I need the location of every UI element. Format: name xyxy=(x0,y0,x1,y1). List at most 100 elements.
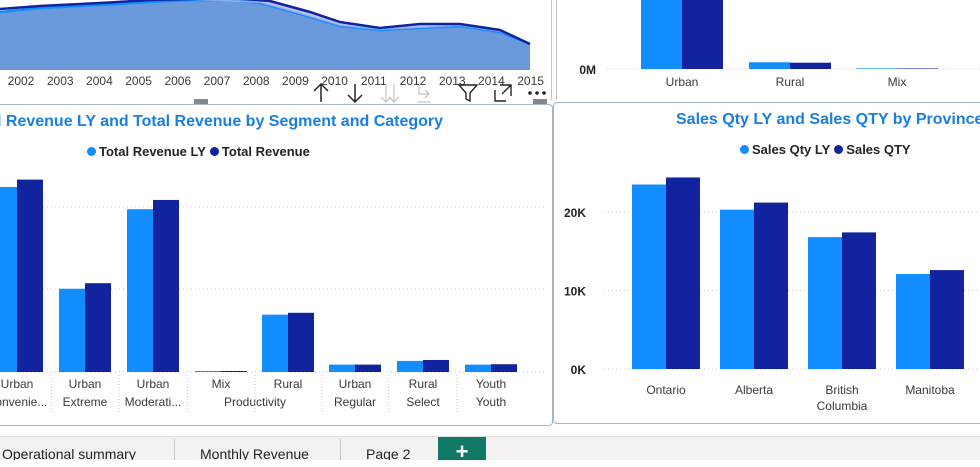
x-tick-label: Alberta xyxy=(735,383,773,397)
tab-monthly-revenue[interactable]: Monthly Revenue xyxy=(200,446,309,460)
x-tick-label: 2006 xyxy=(164,74,191,88)
tab-page-2[interactable]: Page 2 xyxy=(366,446,411,460)
bar[interactable] xyxy=(749,62,790,69)
bar[interactable] xyxy=(195,371,221,372)
legend-item-sales-qty[interactable]: Sales QTY xyxy=(834,142,911,157)
bar[interactable] xyxy=(0,187,17,372)
bar[interactable] xyxy=(842,232,876,369)
page-tabs-bar: Operational summary Monthly Revenue Page… xyxy=(0,436,980,464)
bar[interactable] xyxy=(59,288,85,372)
province-visual[interactable]: Sales Qty LY and Sales QTY by Province S… xyxy=(553,102,980,424)
x-tick-label: 2011 xyxy=(361,74,387,88)
x-tick-label: 2014 xyxy=(478,74,505,88)
bar[interactable] xyxy=(720,209,754,369)
top-right-bar-chart: 0M Urban Rural Mix xyxy=(579,0,980,89)
legend-item-total-revenue[interactable]: Total Revenue xyxy=(209,144,310,159)
bar[interactable] xyxy=(808,237,842,369)
revenue-trend-area-chart: 2002 2003 2004 2005 2006 2007 2008 2009 2010 2011… xyxy=(0,0,545,88)
bar[interactable] xyxy=(897,68,938,69)
bar[interactable] xyxy=(423,359,449,372)
panel-right-edge xyxy=(551,0,552,100)
x-tick-label: Youth xyxy=(476,377,506,391)
expand-hierarchy-icon xyxy=(417,85,431,103)
x-tick-label: Mix xyxy=(888,75,907,89)
province-bar-chart: 0K 10K 20K Ontario Alberta British Columbia Man… xyxy=(564,177,980,413)
x-tick-label: Extreme xyxy=(63,395,108,409)
x-tick-label: Regular xyxy=(334,395,376,409)
chart-title: l Revenue LY and Total Revenue by Segmen… xyxy=(0,113,444,130)
legend-label: Total Revenue xyxy=(221,144,310,159)
bar[interactable] xyxy=(856,68,897,69)
x-tick-label: Select xyxy=(406,395,440,409)
bar[interactable] xyxy=(127,209,153,372)
x-tick-label: 2012 xyxy=(400,74,427,88)
bar[interactable] xyxy=(754,202,788,369)
legend-item-sales-qty-ly[interactable]: Sales Qty LY xyxy=(740,142,830,157)
bar[interactable] xyxy=(262,314,288,372)
segment-category-visual[interactable]: l Revenue LY and Total Revenue by Segmen… xyxy=(0,104,553,426)
bar[interactable] xyxy=(790,62,831,69)
x-tick-label: Urban xyxy=(137,377,170,391)
tab-separator xyxy=(340,439,341,460)
bar[interactable] xyxy=(682,0,723,69)
x-tick-label: 2009 xyxy=(282,74,309,88)
line-total-revenue xyxy=(0,0,531,46)
filter-icon[interactable] xyxy=(457,82,479,104)
x-axis-labels: 2002 2003 2004 2005 2006 2007 2008 2009 2010 2011… xyxy=(8,74,545,88)
x-tick-label: Moderati... xyxy=(125,395,182,409)
arrow-down-icon[interactable] xyxy=(344,82,366,104)
bar[interactable] xyxy=(641,0,682,69)
resize-handle-bottom[interactable] xyxy=(194,99,208,104)
double-arrow-down-icon xyxy=(380,84,400,103)
x-tick-label: 2005 xyxy=(125,74,152,88)
x-tick-label: Rural xyxy=(409,377,438,391)
x-tick-label: British xyxy=(825,383,858,397)
bar[interactable] xyxy=(288,312,314,372)
bar[interactable] xyxy=(666,177,700,369)
bar[interactable] xyxy=(329,364,355,372)
x-tick-label: 2007 xyxy=(204,74,231,88)
bar[interactable] xyxy=(221,371,247,372)
chart-legend: Sales Qty LY Sales QTY xyxy=(740,142,911,157)
resize-handle-bottom-right[interactable] xyxy=(533,99,547,104)
x-tick-label: Columbia xyxy=(817,399,868,413)
focus-mode-icon[interactable] xyxy=(492,82,514,104)
arrow-up-icon[interactable] xyxy=(310,82,332,104)
y-tick-label: 0M xyxy=(579,63,596,77)
bar[interactable] xyxy=(930,270,964,369)
legend-label: Sales QTY xyxy=(846,142,911,157)
add-page-button[interactable]: + xyxy=(438,437,486,464)
bar[interactable] xyxy=(355,364,381,372)
tab-operational-summary[interactable]: Operational summary xyxy=(2,446,136,460)
x-tick-label: Convenie... xyxy=(0,395,47,409)
legend-label: Sales Qty LY xyxy=(752,142,831,157)
legend-dot xyxy=(740,145,749,154)
legend-item-total-revenue-ly[interactable]: Total Revenue LY xyxy=(87,144,206,159)
chart-legend: Total Revenue LY Total Revenue xyxy=(87,144,310,159)
x-tick-label: 2002 xyxy=(8,74,35,88)
y-tick-label: 0K xyxy=(571,363,587,377)
bar[interactable] xyxy=(491,364,517,372)
segment-bar-visual-top[interactable]: 0M Urban Rural Mix xyxy=(556,0,980,100)
chart-title: Sales Qty LY and Sales QTY by Province xyxy=(676,111,980,128)
tab-separator xyxy=(174,439,175,460)
bar[interactable] xyxy=(17,179,43,372)
bar[interactable] xyxy=(153,199,179,372)
x-tick-label: Urban xyxy=(1,377,34,391)
panel-left-edge xyxy=(556,0,557,100)
bar[interactable] xyxy=(632,184,666,369)
x-tick-label: Urban xyxy=(666,75,699,89)
more-options-icon[interactable] xyxy=(526,82,548,104)
x-tick-label: Ontario xyxy=(646,383,686,397)
x-tick-label: Mix xyxy=(212,377,231,391)
x-tick-label: Urban xyxy=(339,377,372,391)
bar[interactable] xyxy=(397,360,423,372)
revenue-trend-visual[interactable]: 2002 2003 2004 2005 2006 2007 2008 2009 2010 2011… xyxy=(0,0,552,104)
x-tick-label: 2010 xyxy=(321,74,348,88)
bar[interactable] xyxy=(896,274,930,369)
bar[interactable] xyxy=(85,283,111,372)
x-tick-label: 2008 xyxy=(243,74,270,88)
legend-label: Total Revenue LY xyxy=(99,144,206,159)
segment-bar-chart: Urban Convenie... Urban Extreme Urban Moderat… xyxy=(0,179,545,413)
bar[interactable] xyxy=(465,364,491,372)
